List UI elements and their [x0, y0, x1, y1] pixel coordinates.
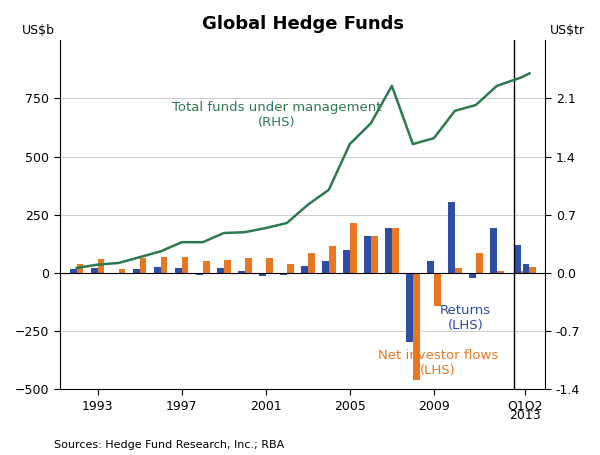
Bar — [514, 245, 521, 273]
Text: 2013: 2013 — [509, 409, 541, 422]
Bar — [182, 257, 188, 273]
Bar — [406, 273, 413, 342]
Bar — [98, 259, 104, 273]
Text: Returns
(LHS): Returns (LHS) — [440, 304, 491, 332]
Bar — [133, 269, 140, 273]
Bar — [259, 273, 266, 277]
Text: Total funds under management
(RHS): Total funds under management (RHS) — [172, 101, 381, 129]
Bar — [119, 269, 125, 273]
Bar — [140, 258, 146, 273]
Text: Sources: Hedge Fund Research, Inc.; RBA: Sources: Hedge Fund Research, Inc.; RBA — [54, 440, 284, 450]
Bar — [70, 269, 77, 273]
Bar — [161, 257, 167, 273]
Bar — [266, 258, 272, 273]
Bar — [497, 271, 503, 273]
Bar — [322, 261, 329, 273]
Bar — [476, 253, 482, 273]
Bar — [455, 268, 461, 273]
Bar — [521, 271, 528, 273]
Text: US$b: US$b — [22, 24, 55, 36]
Text: Net investor flows
(LHS): Net investor flows (LHS) — [378, 349, 498, 377]
Bar — [392, 228, 398, 273]
Title: Global Hedge Funds: Global Hedge Funds — [202, 15, 404, 33]
Bar — [371, 236, 377, 273]
Bar — [448, 202, 455, 273]
Bar — [427, 261, 434, 273]
Bar — [280, 273, 287, 275]
Bar — [154, 267, 161, 273]
Bar — [350, 223, 356, 273]
Bar — [385, 228, 392, 273]
Bar — [77, 263, 83, 273]
Bar — [308, 253, 314, 273]
Bar — [329, 246, 335, 273]
Bar — [238, 271, 245, 273]
Bar — [413, 273, 419, 380]
Bar — [224, 260, 230, 273]
Bar — [245, 258, 251, 273]
Bar — [196, 273, 203, 275]
Bar — [490, 228, 497, 273]
Bar — [529, 267, 536, 273]
Bar — [217, 268, 224, 273]
Bar — [434, 273, 440, 306]
Bar — [523, 263, 529, 273]
Bar — [364, 236, 371, 273]
Bar — [301, 266, 308, 273]
Text: US$tr: US$tr — [550, 24, 585, 36]
Bar — [91, 268, 98, 273]
Bar — [203, 261, 209, 273]
Bar — [175, 268, 182, 273]
Bar — [287, 263, 293, 273]
Bar — [469, 273, 476, 278]
Bar — [343, 250, 350, 273]
Bar — [112, 273, 119, 274]
